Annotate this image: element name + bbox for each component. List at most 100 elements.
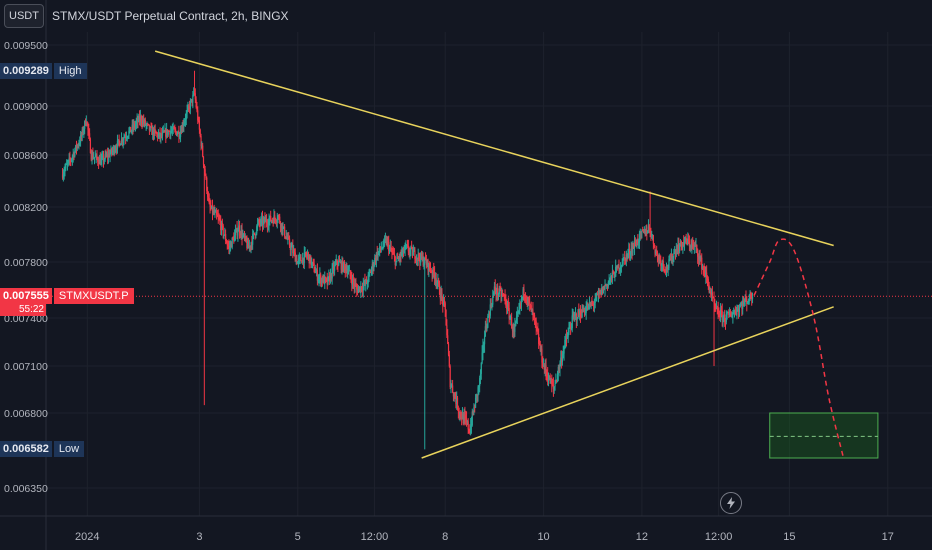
- candle-body: [677, 244, 679, 253]
- candle-body: [192, 95, 194, 103]
- chart-header: USDT STMX/USDT Perpetual Contract, 2h, B…: [0, 0, 289, 32]
- candle-body: [472, 411, 474, 414]
- candle-body: [679, 245, 681, 251]
- candle-body: [612, 271, 614, 274]
- flash-icon[interactable]: [720, 492, 742, 514]
- candle-body: [161, 133, 163, 136]
- candle-body: [664, 269, 666, 271]
- candle-body: [548, 375, 550, 380]
- candle-body: [647, 226, 650, 232]
- candle-body: [179, 136, 181, 138]
- candle-body: [725, 314, 727, 323]
- candle-body: [153, 129, 155, 136]
- candle-body: [658, 257, 660, 261]
- candle-body: [436, 282, 438, 284]
- candle-body: [596, 294, 598, 296]
- candle-body: [557, 367, 559, 375]
- candle-body: [329, 273, 332, 282]
- candle-body: [338, 261, 340, 266]
- candle-body: [554, 383, 556, 387]
- candle-body: [641, 230, 643, 234]
- candle-body: [384, 239, 386, 241]
- candle-body: [352, 278, 354, 285]
- candle-body: [345, 269, 347, 272]
- candle-body: [130, 130, 132, 133]
- candle-body: [568, 328, 570, 333]
- candle-body: [642, 230, 644, 232]
- candle-body: [232, 238, 234, 240]
- candle-body: [246, 241, 248, 248]
- candle-body: [639, 232, 641, 234]
- candle-body: [265, 219, 267, 223]
- candle-body: [501, 294, 503, 297]
- candle-body: [287, 237, 289, 240]
- candle-body: [469, 430, 471, 434]
- candle-body: [336, 259, 338, 264]
- candle-body: [383, 240, 385, 247]
- currency-button[interactable]: USDT: [4, 4, 44, 28]
- candle-body: [384, 239, 387, 241]
- candle-body: [372, 263, 374, 269]
- candle-body: [343, 262, 345, 271]
- candle-body: [481, 352, 483, 363]
- candle-body: [502, 294, 505, 296]
- x-tick-label: 5: [295, 531, 301, 543]
- candle-body: [300, 256, 302, 261]
- candle-body: [181, 124, 183, 133]
- candle-body: [233, 238, 235, 242]
- candle-body: [580, 316, 582, 318]
- candle-body: [401, 252, 403, 256]
- candle-body: [624, 257, 626, 259]
- candle-body: [303, 252, 305, 263]
- candles-layer: [61, 70, 754, 450]
- candle-body: [381, 248, 383, 250]
- candle-body: [143, 120, 146, 123]
- candle-body: [284, 236, 287, 239]
- candle-body: [493, 286, 496, 293]
- candle-body: [388, 241, 390, 251]
- candle-body: [352, 278, 355, 283]
- candle-body: [417, 253, 419, 259]
- candle-body: [551, 384, 554, 386]
- candle-body: [632, 245, 634, 253]
- x-tick-label: 12:00: [361, 531, 389, 543]
- candle-body: [314, 271, 316, 273]
- candle-body: [72, 153, 74, 157]
- candle-body: [686, 240, 688, 245]
- candle-body: [177, 131, 179, 134]
- candle-body: [61, 174, 64, 178]
- candle-body: [142, 120, 144, 124]
- candle-body: [279, 222, 282, 228]
- candle-body: [70, 159, 72, 161]
- candle-body: [223, 235, 225, 237]
- candle-body: [107, 154, 109, 158]
- candle-body: [684, 237, 686, 242]
- candle-body: [152, 129, 155, 136]
- candle-body: [718, 313, 720, 315]
- candle-body: [541, 348, 543, 363]
- candle-body: [190, 99, 192, 102]
- candle-body: [437, 280, 439, 283]
- candle-body: [293, 251, 296, 253]
- candle-body: [486, 327, 488, 330]
- candle-body: [747, 301, 750, 303]
- candle-body: [476, 394, 478, 396]
- candle-body: [480, 362, 482, 374]
- candle-body: [505, 298, 507, 306]
- candle-body: [316, 270, 319, 281]
- candle-body: [266, 223, 269, 226]
- candle-body: [288, 238, 291, 246]
- candle-body: [84, 121, 86, 129]
- candle-body: [197, 120, 200, 122]
- candle-body: [243, 234, 246, 238]
- candle-body: [701, 257, 703, 269]
- candle-body: [467, 421, 469, 430]
- candle-body: [573, 314, 575, 316]
- candle-body: [410, 247, 412, 251]
- candle-body: [193, 92, 196, 94]
- candle-body: [552, 384, 555, 389]
- candle-body: [211, 205, 214, 214]
- candle-body: [163, 130, 165, 133]
- candle-body: [656, 251, 658, 254]
